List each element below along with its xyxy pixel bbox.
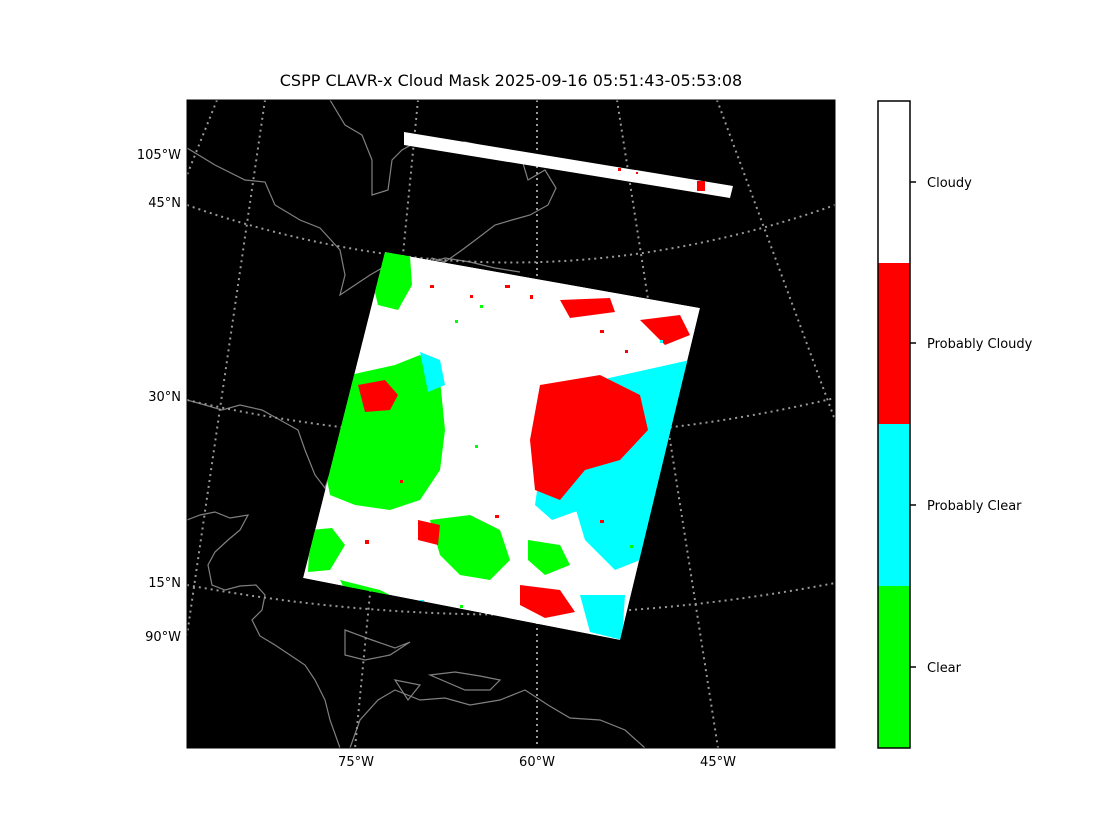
lat-label-45n: 45°N: [148, 196, 181, 211]
colorbar-swatch-clear: [878, 586, 910, 748]
map-panel: 105°W 45°N 30°N 15°N 90°W 75°W 60°W 45°W: [137, 99, 836, 770]
lon-label-105w: 105°W: [137, 148, 181, 163]
lat-label-30n: 30°N: [148, 390, 181, 405]
cloud-mask-swath: [303, 252, 700, 640]
lon-label-90w: 90°W: [145, 630, 181, 645]
lon-label-75w: 75°W: [338, 755, 374, 770]
lat-label-15n: 15°N: [148, 576, 181, 591]
coastline-south-america-north: [349, 689, 646, 748]
coastline-gulf-mexico: [187, 511, 341, 748]
figure-title: CSPP CLAVR-x Cloud Mask 2025-09-16 05:51…: [280, 71, 742, 90]
colorbar-label-clear: Clear: [927, 661, 962, 676]
meridian-105w: [187, 100, 218, 176]
colorbar-swatch-probably-clear: [878, 424, 910, 586]
parallel-45n: [187, 204, 835, 264]
lon-label-45w: 45°W: [700, 755, 736, 770]
colorbar: Clear Probably Clear Probably Cloudy Clo…: [877, 100, 1033, 749]
colorbar-swatch-probably-cloudy: [878, 263, 910, 424]
coastlines: [187, 100, 646, 748]
probably-cloudy-regions: [358, 298, 690, 618]
colorbar-label-probably-clear: Probably Clear: [927, 499, 1022, 514]
speckle-noise: [365, 285, 663, 608]
coastline-north-america-east: [187, 100, 557, 490]
swath-strip-north-noise: [618, 168, 705, 191]
coastline-canada-interior: [187, 147, 521, 297]
lon-label-60w: 60°W: [519, 755, 555, 770]
map-frame: [186, 99, 836, 749]
meridian-45w: [616, 100, 719, 748]
meridian-90w: [187, 100, 266, 636]
colorbar-frame: [877, 100, 911, 749]
colorbar-label-cloudy: Cloudy: [927, 176, 972, 191]
swath-strip-north: [404, 132, 733, 198]
coastline-caribbean-islands: [344, 629, 502, 702]
colorbar-label-probably-cloudy: Probably Cloudy: [927, 337, 1033, 352]
colorbar-swatch-cloudy: [878, 101, 910, 263]
